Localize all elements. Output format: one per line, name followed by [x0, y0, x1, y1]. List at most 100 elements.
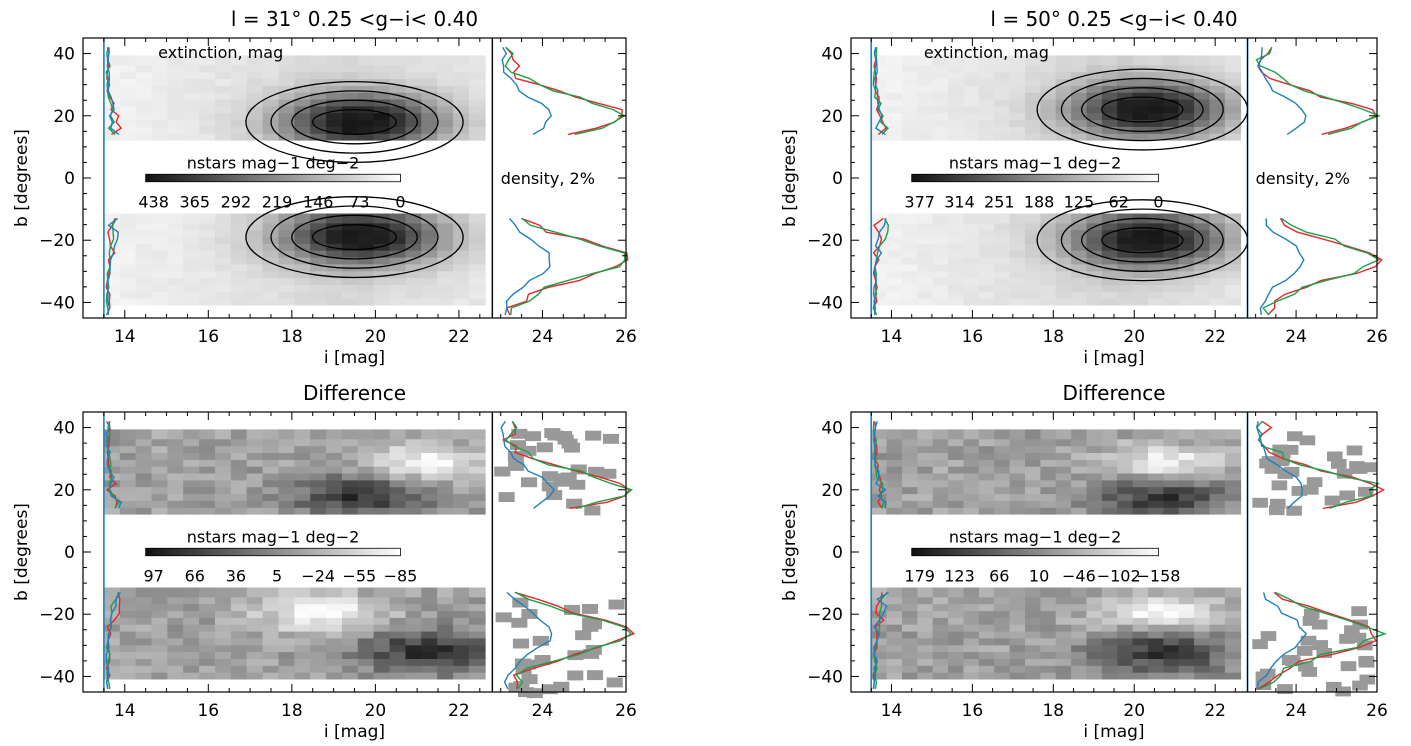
contours: [245, 80, 464, 279]
x-axis-label: i [mag]: [324, 722, 385, 742]
x-tick-label: 20: [365, 701, 387, 721]
x-tick-label: 22: [1204, 327, 1226, 347]
panel-1: nstars mag−1 deg−2 438 365 292 219 146 73 0 exti…: [12, 7, 637, 368]
colorbar-gradient: [911, 547, 1159, 557]
x-tick-label: 24: [532, 327, 554, 347]
chart-title: l = 31° 0.25 <g−i< 0.40: [231, 7, 478, 31]
x-tick-label: 24: [1285, 701, 1307, 721]
colorbar-gradient: [145, 547, 401, 557]
colorbar-label: nstars mag−1 deg−2: [187, 527, 360, 546]
x-tick-label: 22: [448, 327, 470, 347]
x-tick-label: 20: [1123, 701, 1145, 721]
colorbar-tick-label: 36: [226, 567, 246, 586]
y-tick-label: 0: [832, 169, 843, 189]
heatmap: [871, 429, 1377, 697]
x-tick-label: 24: [532, 701, 554, 721]
x-axis-label: i [mag]: [1083, 348, 1144, 368]
x-tick-label: 26: [615, 327, 637, 347]
profile-curve: [872, 47, 887, 316]
y-tick-label: −20: [807, 605, 843, 625]
profile-curve: [1257, 47, 1307, 315]
profile-curve: [500, 420, 556, 690]
colorbar-tick-label: 314: [944, 193, 975, 212]
x-tick-label: 18: [1042, 327, 1064, 347]
x-tick-label: 18: [1042, 701, 1064, 721]
y-axis-label: b [degrees]: [12, 129, 32, 227]
annotation-top: extinction, mag: [924, 43, 1049, 62]
x-axis-label: i [mag]: [1083, 722, 1144, 742]
x-tick-label: 16: [197, 701, 219, 721]
y-tick-label: 0: [832, 543, 843, 563]
y-tick-label: −40: [39, 667, 75, 687]
y-tick-label: 20: [53, 481, 75, 501]
y-tick-label: −40: [807, 667, 843, 687]
y-tick-label: 40: [53, 419, 75, 439]
y-tick-label: 0: [64, 169, 75, 189]
profile-curve: [1255, 47, 1381, 316]
profile-curve: [504, 46, 626, 315]
x-tick-label: 26: [1366, 701, 1388, 721]
colorbar-tick-label: 62: [1109, 193, 1129, 212]
y-tick-label: −20: [39, 231, 75, 251]
colorbar-tick-label: 125: [1064, 193, 1095, 212]
x-axis-label: i [mag]: [324, 348, 385, 368]
profile-curve: [105, 421, 123, 690]
heatmap: [103, 55, 486, 306]
annotation-right: density, 2%: [501, 169, 595, 188]
x-axis: 14 16 18 20 22 24 26 i [mag]: [850, 412, 1388, 742]
colorbar-tick-label: −102: [1097, 567, 1141, 586]
colorbar-tick-label: 219: [262, 193, 293, 212]
colorbar-tick-label: −158: [1137, 567, 1181, 586]
heatmap: [103, 428, 625, 699]
y-axis-label: b [degrees]: [12, 503, 32, 601]
x-tick-label: 16: [197, 327, 219, 347]
y-tick-label: −40: [39, 293, 75, 313]
profiles: [870, 412, 1387, 692]
profile-curve: [1256, 421, 1308, 689]
colorbar-gradient: [911, 173, 1159, 183]
profile-curve: [501, 46, 553, 316]
profile-curve: [504, 420, 634, 690]
colorbar-tick-label: −46: [1062, 567, 1096, 586]
colorbar-tick-label: 5: [272, 567, 282, 586]
x-axis: 14 16 18 20 22 24 26 i [mag]: [850, 38, 1388, 368]
colorbar: nstars mag−1 deg−2 179 123 66 10 −46 −102−158: [904, 527, 1180, 585]
x-tick-label: 14: [114, 327, 136, 347]
colorbar-tick-label: 97: [143, 567, 163, 586]
colorbar-tick-label: 146: [303, 193, 334, 212]
colorbar-tick-label: −55: [342, 567, 376, 586]
x-tick-label: 16: [962, 327, 984, 347]
y-tick-label: 20: [53, 107, 75, 127]
y-tick-label: 40: [53, 45, 75, 65]
colorbar: nstars mag−1 deg−2 377 314 251 188 125 62 0: [904, 153, 1163, 211]
x-tick-label: 20: [1123, 327, 1145, 347]
colorbar-tick-label: 179: [904, 567, 935, 586]
colorbar-tick-label: 251: [984, 193, 1015, 212]
profile-curve: [872, 421, 889, 689]
x-axis: 14 16 18 20 22 24 26 i [mag]: [82, 38, 637, 368]
colorbar-tick-label: 73: [349, 193, 369, 212]
y-tick-label: −40: [807, 293, 843, 313]
colorbar-label: nstars mag−1 deg−2: [187, 153, 360, 172]
profiles: [870, 38, 1383, 318]
x-tick-label: 24: [1285, 327, 1307, 347]
x-tick-label: 26: [1366, 327, 1388, 347]
colorbar-tick-label: 0: [395, 193, 405, 212]
colorbar: nstars mag−1 deg−2 438 365 292 219 146 73 0: [138, 153, 405, 211]
x-tick-label: 18: [281, 701, 303, 721]
x-tick-label: 22: [448, 701, 470, 721]
colorbar-label: nstars mag−1 deg−2: [949, 527, 1122, 546]
colorbar-tick-label: 292: [221, 193, 252, 212]
colorbar: nstars mag−1 deg−2 97 66 36 5 −24 −55 −85: [143, 527, 417, 585]
y-tick-label: 20: [821, 107, 843, 127]
x-tick-label: 22: [1204, 701, 1226, 721]
y-tick-label: 0: [64, 543, 75, 563]
colorbar-tick-label: 66: [185, 567, 205, 586]
x-tick-label: 26: [615, 701, 637, 721]
annotation-right: density, 2%: [1256, 169, 1350, 188]
x-tick-label: 16: [962, 701, 984, 721]
colorbar-tick-label: 377: [904, 193, 935, 212]
colorbar-tick-label: 10: [1029, 567, 1049, 586]
